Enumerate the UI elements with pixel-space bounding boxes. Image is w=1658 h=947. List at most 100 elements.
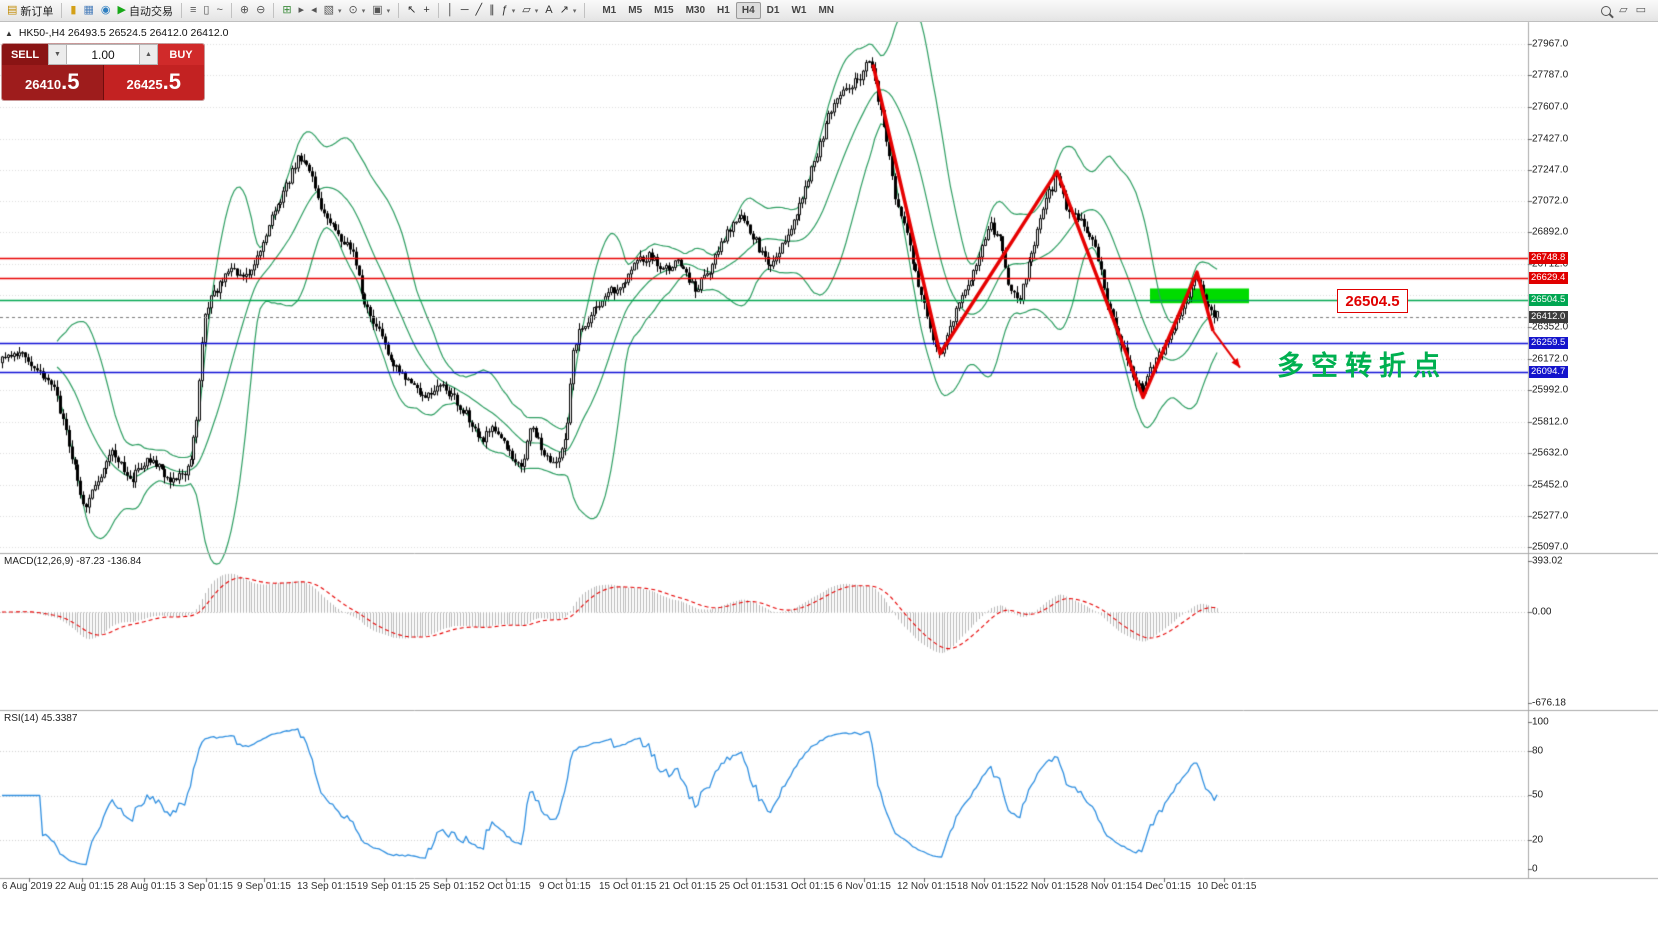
price-axis[interactable] xyxy=(1528,22,1658,878)
sell-price-main: 26410 xyxy=(24,77,62,92)
trendline-icon[interactable]: ╱ xyxy=(473,4,486,17)
buy-price-main: 26425 xyxy=(126,77,163,92)
buy-button[interactable]: BUY xyxy=(158,44,204,65)
timeframe-button-h4[interactable]: H4 xyxy=(735,2,761,19)
new-window-icon[interactable]: ▱ xyxy=(1619,4,1628,16)
line-chart-icon[interactable]: ~ xyxy=(213,4,225,17)
symbol-timeframe-label: HK50-,H4 xyxy=(18,27,65,39)
timeframe-button-mn[interactable]: MN xyxy=(818,5,834,16)
screenshot-icon[interactable]: ▣ ▾ xyxy=(369,4,393,17)
text-icon: A xyxy=(545,4,553,16)
symbol-info: ▲ HK50-,H4 26493.5 26524.5 26412.0 26412… xyxy=(5,27,228,39)
timeframe-button-m15[interactable]: M15 xyxy=(654,5,674,16)
channel-icon[interactable]: ∥ xyxy=(486,4,498,17)
crosshair-icon[interactable]: + xyxy=(420,4,432,17)
turning-point-note[interactable]: 多空转折点 xyxy=(1277,351,1447,381)
new-order: ▤ xyxy=(7,4,18,16)
chart-shift-icon[interactable]: ◂ xyxy=(308,4,320,17)
cascade-windows-icon[interactable]: ▭ xyxy=(1635,4,1646,16)
line-chart-icon: ~ xyxy=(216,4,223,16)
zoom-in-icon[interactable]: ⊕ xyxy=(237,4,252,17)
accounts-icon[interactable]: ▦ xyxy=(80,4,96,17)
market-watch-icon: ◉ xyxy=(100,4,111,16)
channel-icon: ∥ xyxy=(489,4,495,16)
buy-price-frac: .5 xyxy=(162,69,181,94)
trendline-icon: ╱ xyxy=(475,4,483,16)
shapes-icon[interactable]: ▱ ▾ xyxy=(519,4,541,17)
dropdown-caret-icon: ▾ xyxy=(511,7,516,15)
auto-trading: ▶ xyxy=(117,4,126,16)
bar-chart-icon: ≡ xyxy=(189,4,197,16)
toolbar: ▤ 新订单 ▮ ▦ ◉ ▶ 自动交易 ≡ ▯ ~ ⊕ ⊖ ⊞ ▸ ◂ ▧ ▾ ⊙ ▾ ▣ ▾ ↖ + │ ─ ╱ ∥ ƒ ▾ ▱ ▾ A ↗ ▾ M… xyxy=(0,0,1658,22)
sell-price-frac: .5 xyxy=(61,69,80,94)
fibonacci-icon: ƒ xyxy=(501,4,508,16)
toolbar-separator xyxy=(584,3,586,18)
toolbar-separator xyxy=(398,3,400,18)
buy-price-button[interactable]: 26425.5 xyxy=(103,65,204,100)
macd-indicator-label: MACD(12,26,9) -87.23 -136.84 xyxy=(4,556,142,567)
tile-windows-icon[interactable]: ⊞ xyxy=(279,4,294,17)
auto-trading-button-label: 自动交易 xyxy=(128,5,173,18)
toolbar-separator xyxy=(61,3,63,18)
toolbar-items: ▤ 新订单 ▮ ▦ ◉ ▶ 自动交易 ≡ ▯ ~ ⊕ ⊖ ⊞ ▸ ◂ ▧ ▾ ⊙ ▾ ▣ ▾ ↖ + │ ─ ╱ ∥ ƒ ▾ ▱ ▾ A ↗ ▾ M… xyxy=(4,2,840,20)
volume-increase-button[interactable]: ▲ xyxy=(139,44,158,65)
arrows-icon[interactable]: ↗ ▾ xyxy=(557,4,580,17)
auto-scroll-icon[interactable]: ▸ xyxy=(296,4,308,17)
timeframe-button-m5[interactable]: M5 xyxy=(628,5,643,16)
text-icon[interactable]: A xyxy=(542,4,555,17)
shapes-icon: ▱ xyxy=(522,4,531,16)
bar-chart-icon[interactable]: ≡ xyxy=(187,4,199,17)
accounts-icon: ▦ xyxy=(83,4,94,16)
fibonacci-icon[interactable]: ƒ ▾ xyxy=(499,4,519,17)
zoom-out-icon[interactable]: ⊖ xyxy=(253,4,268,17)
profiles-icon[interactable]: ⊙ ▾ xyxy=(346,4,369,17)
new-chart-icon: ▧ xyxy=(323,4,334,16)
symbol-ohlc-values: 26493.5 26524.5 26412.0 26412.0 xyxy=(67,27,229,39)
vertical-line-icon[interactable]: │ xyxy=(444,4,457,17)
dropdown-caret-icon: ▾ xyxy=(386,7,391,15)
cursor-icon: ↖ xyxy=(407,4,417,16)
candlestick-chart-icon[interactable]: ▯ xyxy=(200,4,212,17)
toolbar-separator xyxy=(273,3,275,18)
horizontal-line-icon[interactable]: ─ xyxy=(458,4,472,17)
dropdown-caret-icon: ▾ xyxy=(534,7,539,15)
search-icon[interactable] xyxy=(1601,5,1612,16)
auto-trading-button[interactable]: ▶ 自动交易 xyxy=(114,2,175,20)
toolbar-separator xyxy=(437,3,439,18)
market-watch-icon[interactable]: ◉ xyxy=(98,4,114,17)
trade-panel-price-row: 26410.5 26425.5 xyxy=(2,65,204,100)
horizontal-line-icon: ─ xyxy=(460,4,469,16)
volume-decrease-button[interactable]: ▼ xyxy=(48,44,67,65)
rsi-indicator-label: RSI(14) 45.3387 xyxy=(4,713,78,724)
cursor-icon[interactable]: ↖ xyxy=(404,4,419,17)
price-callout-label[interactable]: 26504.5 xyxy=(1337,289,1408,313)
timeframe-button-h1[interactable]: H1 xyxy=(717,5,730,16)
dropdown-caret-icon: ▾ xyxy=(361,7,366,15)
timeframe-button-m30[interactable]: M30 xyxy=(685,5,706,16)
screenshot-icon: ▣ xyxy=(372,4,383,16)
zoom-out-icon: ⊖ xyxy=(256,4,266,16)
time-axis[interactable] xyxy=(0,878,1528,896)
toolbar-separator xyxy=(180,3,182,18)
new-order-button[interactable]: ▤ 新订单 xyxy=(4,2,56,20)
dropdown-caret-icon: ▾ xyxy=(572,7,577,15)
deposit-icon[interactable]: ▮ xyxy=(67,4,79,17)
sell-price-button[interactable]: 26410.5 xyxy=(2,65,104,100)
crosshair-icon: + xyxy=(423,4,430,16)
profiles-icon: ⊙ xyxy=(348,4,358,16)
chart-symbol-icon: ▲ xyxy=(5,29,13,38)
tile-windows-icon: ⊞ xyxy=(282,4,292,16)
timeframe-button-d1[interactable]: D1 xyxy=(766,5,780,16)
timeframe-button-m1[interactable]: M1 xyxy=(602,5,617,16)
timeframe-button-w1[interactable]: W1 xyxy=(791,5,807,16)
vertical-line-icon: │ xyxy=(446,4,454,16)
deposit-icon: ▮ xyxy=(70,4,77,16)
sell-button[interactable]: SELL xyxy=(2,44,48,65)
new-chart-icon[interactable]: ▧ ▾ xyxy=(321,4,345,17)
chart-shift-icon: ◂ xyxy=(311,4,317,16)
volume-input[interactable]: 1.00 xyxy=(67,44,139,65)
candlestick-chart-icon: ▯ xyxy=(203,4,210,16)
zoom-in-icon: ⊕ xyxy=(239,4,250,16)
